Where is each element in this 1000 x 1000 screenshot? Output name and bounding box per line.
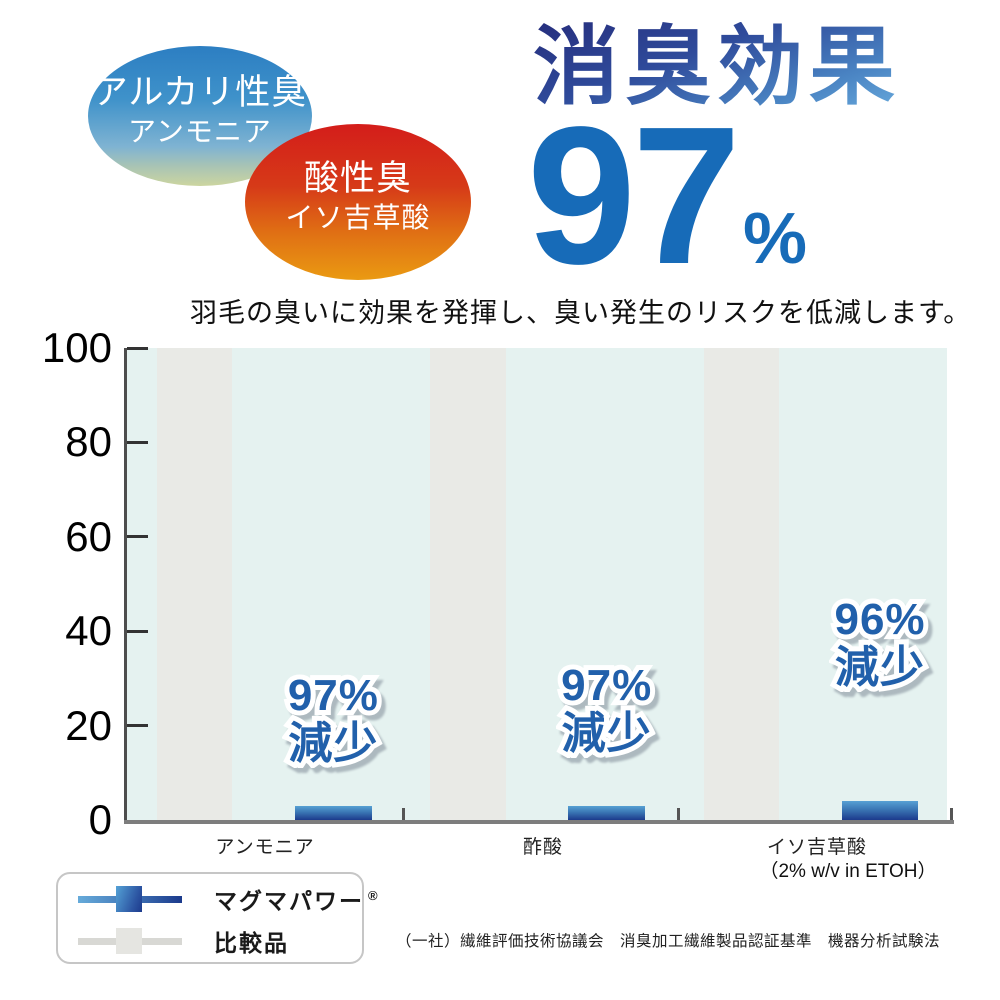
y-axis-tick (127, 724, 148, 728)
headline-value-row: 97 % (527, 98, 901, 294)
plot-area (127, 346, 947, 820)
x-axis-line (124, 808, 954, 824)
y-axis-tick (127, 535, 148, 539)
registered-mark: ® (368, 888, 380, 904)
acid-odor-subtitle: イソ吉草酸 (285, 201, 431, 233)
y-axis-label: 40 (65, 607, 112, 655)
x-axis-tick (950, 808, 953, 820)
alkaline-odor-title: アルカリ性臭 (92, 73, 308, 112)
test-method-footnote: （一社）繊維評価技術協議会 消臭加工繊維製品認証基準 機器分析試験法 (395, 933, 940, 950)
legend-marker (116, 886, 142, 912)
magma-power-bar (841, 801, 919, 820)
y-axis-tick (127, 346, 148, 350)
x-axis-labels: アンモニア 酢酸 イソ吉草酸 （2% w/v in ETOH） (0, 832, 1000, 892)
y-axis: 0 20 40 60 80 100 (0, 324, 112, 843)
category-note: （2% w/v in ETOH） (759, 861, 937, 882)
y-axis-label: 80 (65, 418, 112, 466)
category-label: 酢酸 (522, 837, 564, 858)
headline-title: 消臭効果 (533, 19, 901, 115)
comparison-swatch-icon (78, 928, 182, 954)
bar-group (400, 348, 673, 820)
comparison-bar (430, 348, 506, 820)
legend-item-magma-power: マグマパワー ® (78, 886, 380, 914)
legend-marker (116, 928, 142, 954)
category-label: アンモニア (215, 837, 315, 858)
x-axis-tick (677, 808, 680, 820)
acid-odor-badge: 酸性臭 イソ吉草酸 (245, 124, 471, 280)
comparison-bar (157, 348, 233, 820)
y-axis-label: 0 (88, 796, 112, 843)
legend-label-comparison: 比較品 (214, 930, 289, 956)
comparison-bar (703, 348, 779, 820)
headline-unit: % (743, 199, 808, 280)
category-label: イソ吉草酸 (766, 837, 868, 858)
x-axis-tick (402, 808, 405, 820)
reduction-label (561, 662, 652, 758)
bar-group (127, 348, 400, 820)
acid-odor-title: 酸性臭 (303, 159, 412, 198)
y-axis-label: 100 (41, 324, 112, 371)
legend: マグマパワー ® 比較品 (56, 872, 378, 964)
magma-power-bar (568, 805, 645, 820)
headline: 消臭効果 97 % (527, 19, 901, 294)
magma-power-bar (295, 805, 372, 820)
reduction-label (288, 672, 379, 768)
magma-power-swatch-icon (78, 886, 182, 912)
bar-group (674, 348, 947, 820)
y-axis-line (124, 348, 127, 824)
alkaline-odor-subtitle: アンモニア (128, 115, 272, 147)
subtitle: 羽毛の臭いに効果を発揮し、臭い発生のリスクを低減します。 (190, 298, 972, 328)
alkaline-odor-badge: アルカリ性臭 アンモニア (88, 46, 312, 186)
y-axis-label: 60 (65, 512, 112, 560)
y-axis-tick (127, 440, 148, 444)
reduction-label (834, 596, 925, 692)
y-axis-label: 20 (65, 701, 112, 749)
y-axis-tick (127, 629, 148, 633)
legend-item-comparison: 比較品 (78, 928, 293, 956)
headline-value: 97 (527, 86, 741, 306)
legend-label-magma-power: マグマパワー ® (214, 888, 380, 914)
